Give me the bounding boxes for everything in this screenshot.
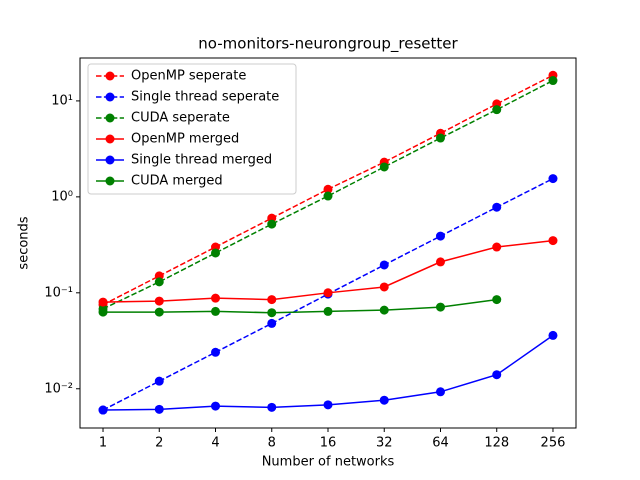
data-point — [379, 395, 389, 405]
y-axis-label: seconds — [17, 216, 32, 269]
data-point — [548, 330, 558, 340]
data-point — [379, 282, 389, 292]
data-point — [492, 105, 502, 115]
data-point — [492, 202, 502, 212]
legend-label: Single thread merged — [131, 153, 272, 168]
data-point — [267, 295, 277, 305]
data-point — [211, 248, 221, 258]
data-point — [492, 370, 502, 380]
legend-marker — [105, 176, 115, 186]
data-point — [211, 401, 221, 411]
series-line — [103, 334, 554, 411]
data-point — [379, 162, 389, 172]
data-point — [323, 306, 333, 316]
x-tick-label: 32 — [376, 436, 393, 451]
legend-label: Single thread seperate — [131, 90, 279, 105]
series-line — [102, 79, 554, 310]
data-point — [154, 277, 164, 287]
data-point — [435, 257, 445, 267]
data-point — [154, 404, 164, 414]
legend-marker — [105, 155, 115, 165]
chart-title: no-monitors-neurongroup_resetter — [198, 35, 458, 54]
x-axis-label: Number of networks — [262, 455, 395, 470]
y-tick-label: 10¹ — [51, 93, 73, 108]
legend-label: CUDA seperate — [131, 111, 230, 126]
data-point — [435, 133, 445, 143]
data-point — [548, 76, 558, 86]
data-point — [154, 376, 164, 386]
legend-marker — [105, 134, 115, 144]
data-point — [379, 305, 389, 315]
y-tick-label: 10⁰ — [51, 189, 73, 204]
x-tick-label: 256 — [541, 436, 566, 451]
data-point — [211, 347, 221, 357]
data-point — [323, 400, 333, 410]
data-point — [435, 302, 445, 312]
legend-label: OpenMP seperate — [131, 69, 246, 84]
legend-label: CUDA merged — [131, 174, 223, 189]
data-point — [492, 295, 502, 305]
data-point — [379, 260, 389, 270]
data-point — [548, 236, 558, 246]
data-point — [211, 293, 221, 303]
data-point — [98, 297, 108, 307]
data-point — [548, 174, 558, 184]
data-point — [323, 184, 333, 194]
legend-marker — [105, 113, 115, 123]
x-tick-label: 2 — [155, 436, 163, 451]
x-tick-label: 4 — [211, 436, 219, 451]
x-tick-label: 128 — [484, 436, 509, 451]
data-point — [98, 307, 108, 317]
data-point — [267, 308, 277, 318]
y-tick-label: 10⁻¹ — [44, 285, 73, 300]
x-tick-label: 64 — [432, 436, 449, 451]
data-point — [98, 405, 108, 415]
data-point — [211, 306, 221, 316]
x-tick-label: 1 — [99, 436, 107, 451]
data-point — [323, 288, 333, 298]
x-tick-label: 8 — [268, 436, 276, 451]
data-point — [323, 191, 333, 201]
data-point — [435, 387, 445, 397]
data-point — [435, 231, 445, 241]
data-point — [267, 219, 277, 229]
plot-frame — [79, 57, 577, 429]
legend-marker — [105, 92, 115, 102]
data-point — [267, 318, 277, 328]
data-point — [267, 402, 277, 412]
y-tick-label: 10⁻² — [44, 381, 73, 396]
data-point — [492, 242, 502, 252]
legend-label: OpenMP merged — [131, 132, 239, 147]
legend-marker — [105, 71, 115, 81]
series-line — [103, 298, 497, 314]
x-tick-label: 16 — [320, 436, 337, 451]
data-point — [154, 296, 164, 306]
data-point — [154, 307, 164, 317]
legend-box — [87, 63, 297, 195]
